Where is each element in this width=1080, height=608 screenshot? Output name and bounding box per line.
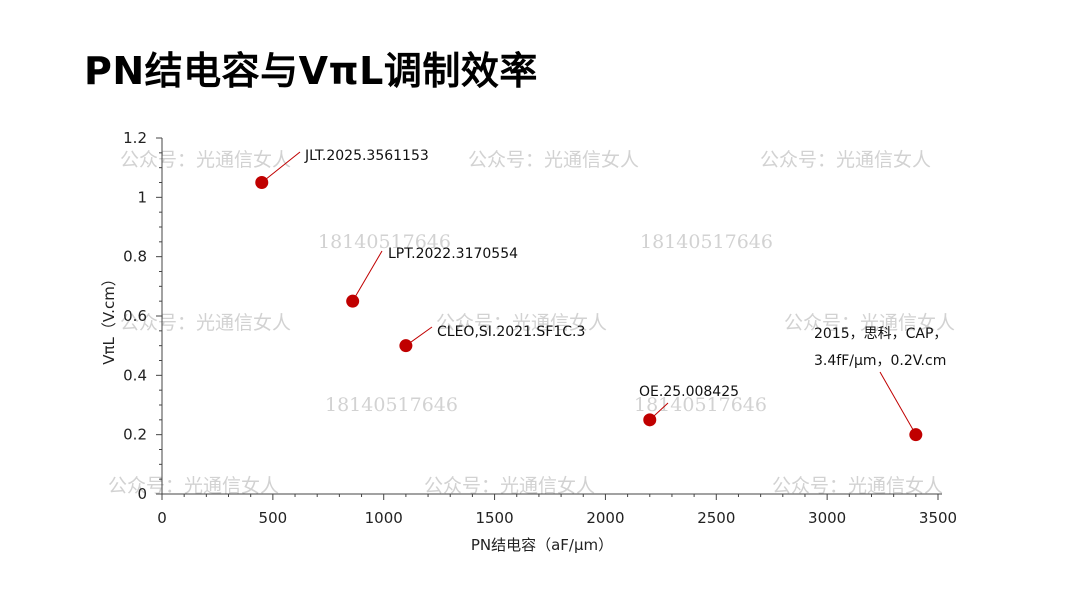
y-tick-label: 0.2 <box>123 426 147 444</box>
watermark-text: 公众号：光通信女人 <box>120 312 291 334</box>
x-tick-label: 2500 <box>697 509 735 527</box>
annotation-leader <box>261 151 301 183</box>
x-tick-label: 3500 <box>919 509 957 527</box>
axes: 0 0.2 0.4 0.6 0.8 1 1.2 0 500 1000 1500 2000 2500 300… <box>100 129 957 554</box>
watermark-text: 18140517646 <box>325 394 458 416</box>
watermark-text: 18140517646 <box>318 231 451 253</box>
watermark-text: 18140517646 <box>640 231 773 253</box>
point-annotation: CLEO,SI.2021.SF1C.3 <box>437 324 585 340</box>
x-tick-label: 1000 <box>365 509 403 527</box>
data-point <box>346 294 360 308</box>
y-axis-title: VπL（V.cm） <box>100 271 118 365</box>
watermark-text: 公众号：光通信女人 <box>784 312 955 334</box>
data-point <box>643 413 657 427</box>
y-tick-label: 1 <box>137 188 147 206</box>
data-point <box>255 176 269 189</box>
x-axis-title: PN结电容（aF/μm） <box>471 536 613 554</box>
watermark-text: 18140517646 <box>634 394 767 416</box>
y-tick-label: 1.2 <box>123 129 147 147</box>
point-annotation: OE.25.008425 <box>639 384 739 400</box>
watermark-text: 公众号：光通信女人 <box>772 475 943 497</box>
data-point <box>399 339 413 353</box>
point-annotation: 2015，思科，CAP， <box>814 326 947 342</box>
watermark-text: 公众号：光通信女人 <box>468 149 639 171</box>
watermark-text: 公众号：光通信女人 <box>424 475 595 497</box>
watermark-text: 公众号：光通信女人 <box>436 312 607 334</box>
x-tick-label: 3000 <box>808 509 846 527</box>
point-annotation: 3.4fF/μm，0.2V.cm <box>814 353 946 369</box>
y-tick-label: 0 <box>137 485 147 503</box>
watermark-text: 公众号：光通信女人 <box>108 475 279 497</box>
x-tick-label: 0 <box>157 509 167 527</box>
x-tick-label: 2000 <box>586 509 624 527</box>
annotation-leader <box>352 250 383 302</box>
annotation-leader <box>879 371 917 435</box>
point-annotation: LPT.2022.3170554 <box>388 246 518 262</box>
watermark-text: 公众号：光通信女人 <box>120 149 291 171</box>
point-annotation: JLT.2025.3561153 <box>304 148 429 164</box>
data-points <box>255 176 923 442</box>
watermark-text: 公众号：光通信女人 <box>760 149 931 171</box>
x-tick-label: 1500 <box>475 509 513 527</box>
y-tick-label: 0.8 <box>123 248 147 266</box>
annotations: JLT.2025.3561153 LPT.2022.3170554 CLEO,SI.… <box>261 148 947 435</box>
data-point <box>909 428 923 442</box>
page-title: PN结电容与VπL调制效率 <box>84 49 538 93</box>
y-tick-label: 0.6 <box>123 307 147 325</box>
x-tick-label: 500 <box>259 509 288 527</box>
y-tick-label: 0.4 <box>123 366 147 384</box>
